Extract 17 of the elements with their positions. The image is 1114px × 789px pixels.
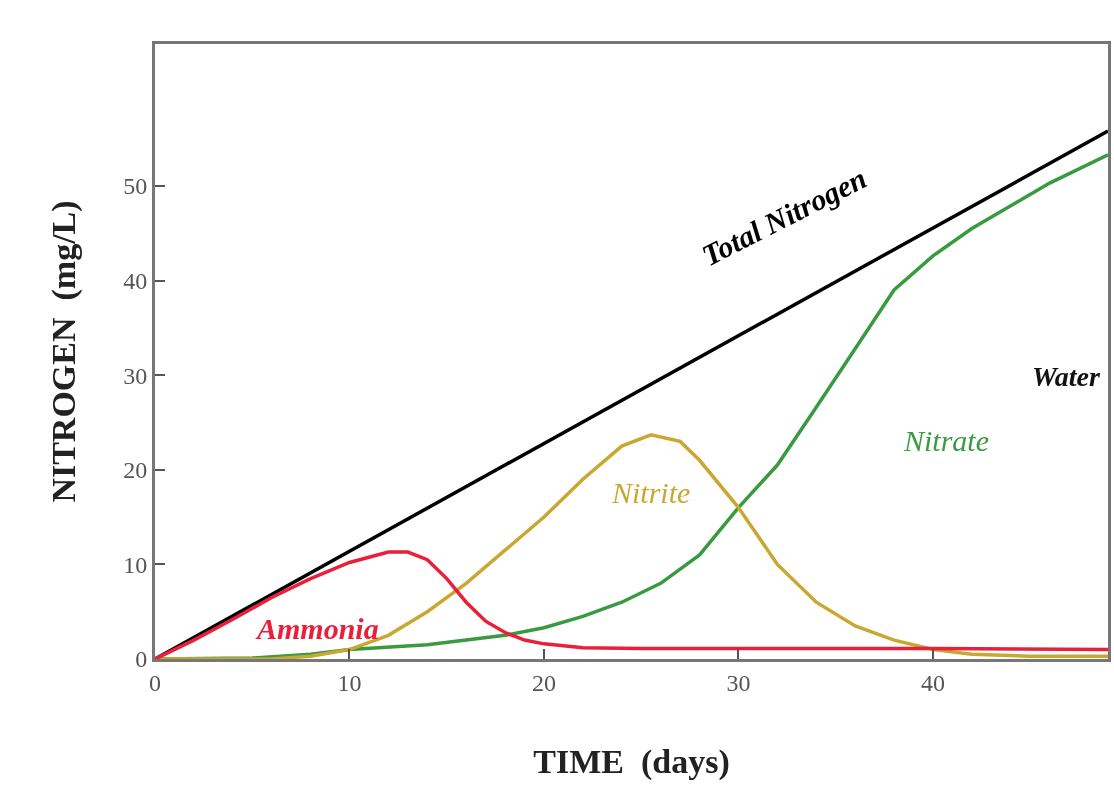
x-tick-label: 40 [920, 669, 945, 696]
x-axis-title: TIME (days) [533, 743, 730, 781]
y-tick-label: 30 [123, 362, 148, 389]
y-tick-label: 50 [123, 173, 148, 200]
y-tick-label: 0 [135, 646, 148, 673]
series-label: Ammonia [255, 612, 379, 645]
x-tick-label: 20 [531, 669, 556, 696]
y-axis-title: NITROGEN (mg/L) [45, 200, 83, 503]
y-tick-label: 10 [123, 551, 148, 578]
x-tick-label: 30 [726, 669, 751, 696]
series-label: Nitrite [611, 476, 691, 509]
line-series [155, 550, 1108, 659]
y-tick-label: 20 [123, 457, 148, 484]
annotation: Water [1032, 361, 1102, 392]
text: Nitrate [903, 424, 990, 457]
y-tick-label: 40 [123, 267, 148, 294]
x-tick-label: 10 [337, 669, 362, 696]
